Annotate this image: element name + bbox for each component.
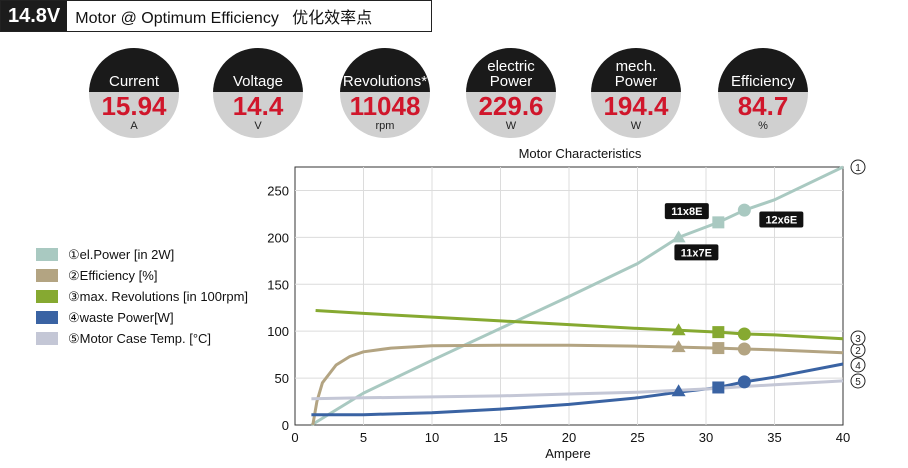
legend-label: ①el.Power [in 2W] (68, 246, 175, 262)
gauge-row: Current 15.94 A Voltage 14.4 V Revolutio… (0, 0, 908, 150)
series-end-label: 4 (855, 361, 861, 372)
gauge-value: 11048 (349, 91, 421, 121)
legend-label: ⑤Motor Case Temp. [°C] (68, 330, 212, 346)
header-title: Motor @ Optimum Efficiency 优化效率点 (75, 4, 372, 28)
x-tick-label: 5 (360, 430, 367, 445)
marker-circle (737, 375, 751, 389)
marker-circle (737, 327, 751, 341)
y-tick-label: 0 (282, 418, 289, 433)
x-tick-label: 40 (836, 430, 850, 445)
header-title-en: Motor @ Optimum Efficiency (75, 10, 279, 27)
annotation-box (759, 211, 804, 228)
header-bar: 14.8V Motor @ Optimum Efficiency 优化效率点 (0, 0, 432, 32)
gauge-label: Revolutions* (342, 73, 428, 90)
x-tick-label: 35 (767, 430, 781, 445)
legend-swatch (36, 248, 58, 261)
marker-square (712, 326, 725, 339)
legend-swatch (36, 269, 58, 282)
gauge-label: Efficiency (731, 73, 795, 90)
gauge-mech-power: mech. Power 194.4 W (591, 48, 681, 138)
marker-triangle (671, 384, 686, 397)
chart-title: Motor Characteristics (519, 146, 642, 161)
header-title-cn: 优化效率点 (292, 10, 373, 27)
gauge-unit: W (505, 120, 517, 132)
series-end-marker (850, 159, 866, 175)
series-end-marker (850, 357, 866, 373)
x-tick-label: 15 (493, 430, 507, 445)
plot-area: 0 5 10 15 20 25 30 35 400501001502002501234511x8… (267, 159, 866, 445)
marker-triangle (671, 340, 686, 353)
gauge-current: Current 15.94 A (89, 48, 179, 138)
gauge-value: 84.7 (737, 91, 789, 121)
legend-swatch (36, 311, 58, 324)
legend-item-el-power: ①el.Power [in 2W] (36, 244, 248, 265)
annotation-box (674, 244, 719, 261)
legend-label: ②Efficiency [%] (68, 267, 158, 283)
series-end-marker (850, 330, 866, 346)
annotation-box (664, 203, 709, 220)
gauge-electric-power: electric Power 229.6 W (466, 48, 556, 138)
series-line-5 (311, 379, 844, 401)
gauge-value: 15.94 (101, 91, 167, 121)
legend-item-max-revolutions: ③max. Revolutions [in 100rpm] (36, 286, 248, 307)
series-end-marker (850, 373, 866, 389)
gauge-label: Voltage (232, 73, 284, 90)
marker-square (712, 342, 725, 355)
gauge-unit: % (758, 120, 768, 132)
series-end-label: 1 (855, 163, 861, 174)
annotation-label: 12x6E (765, 215, 797, 227)
marker-triangle (671, 230, 686, 243)
x-tick-label: 25 (630, 430, 644, 445)
gauge-value: 14.4 (232, 91, 284, 121)
voltage-badge: 14.8V (1, 1, 68, 31)
gauge-unit: A (130, 120, 138, 132)
chart-legend: ①el.Power [in 2W] ②Efficiency [%] ③max. … (36, 244, 248, 349)
gauge-unit: W (630, 120, 642, 132)
x-tick-label: 20 (562, 430, 576, 445)
gauge-unit: V (254, 120, 262, 132)
y-tick-label: 50 (275, 371, 289, 386)
gauge-value: 229.6 (478, 91, 544, 121)
gauge-label: electric Power (487, 58, 535, 90)
x-tick-label: 10 (425, 430, 439, 445)
series-line-2 (311, 343, 844, 426)
series-end-label: 3 (855, 334, 861, 345)
legend-item-efficiency: ②Efficiency [%] (36, 265, 248, 286)
y-tick-label: 200 (267, 230, 289, 245)
series-end-label: 2 (855, 346, 861, 357)
y-tick-label: 150 (267, 277, 289, 292)
series-end-label: 5 (855, 377, 861, 388)
series-line-3 (315, 309, 844, 341)
marker-circle (737, 203, 751, 217)
legend-item-case-temp: ⑤Motor Case Temp. [°C] (36, 328, 248, 349)
gauge-unit: rpm (375, 120, 395, 132)
annotation-label: 11x7E (681, 247, 712, 259)
x-axis-label: Ampere (545, 446, 591, 461)
y-tick-label: 250 (267, 183, 289, 198)
y-tick-label: 100 (267, 324, 289, 339)
gauge-voltage: Voltage 14.4 V (213, 48, 303, 138)
legend-label: ④waste Power[W] (68, 309, 174, 325)
gauge-label: Current (108, 73, 160, 90)
gauge-revolutions: Revolutions* 11048 rpm (340, 48, 430, 138)
series-line-1 (310, 165, 844, 427)
marker-circle (737, 342, 751, 356)
marker-square (712, 216, 725, 229)
marker-triangle (671, 323, 686, 336)
annotation-label: 11x8E (671, 206, 702, 218)
legend-swatch (36, 332, 58, 345)
legend-item-waste-power: ④waste Power[W] (36, 307, 248, 328)
gauge-efficiency: Efficiency 84.7 % (718, 48, 808, 138)
series-line-4 (311, 362, 844, 417)
legend-swatch (36, 290, 58, 303)
x-tick-label: 0 (291, 430, 298, 445)
gauge-label: mech. Power (614, 58, 658, 90)
gauge-value: 194.4 (603, 91, 669, 121)
legend-label: ③max. Revolutions [in 100rpm] (68, 288, 249, 304)
marker-square (712, 381, 725, 394)
x-tick-label: 30 (699, 430, 713, 445)
